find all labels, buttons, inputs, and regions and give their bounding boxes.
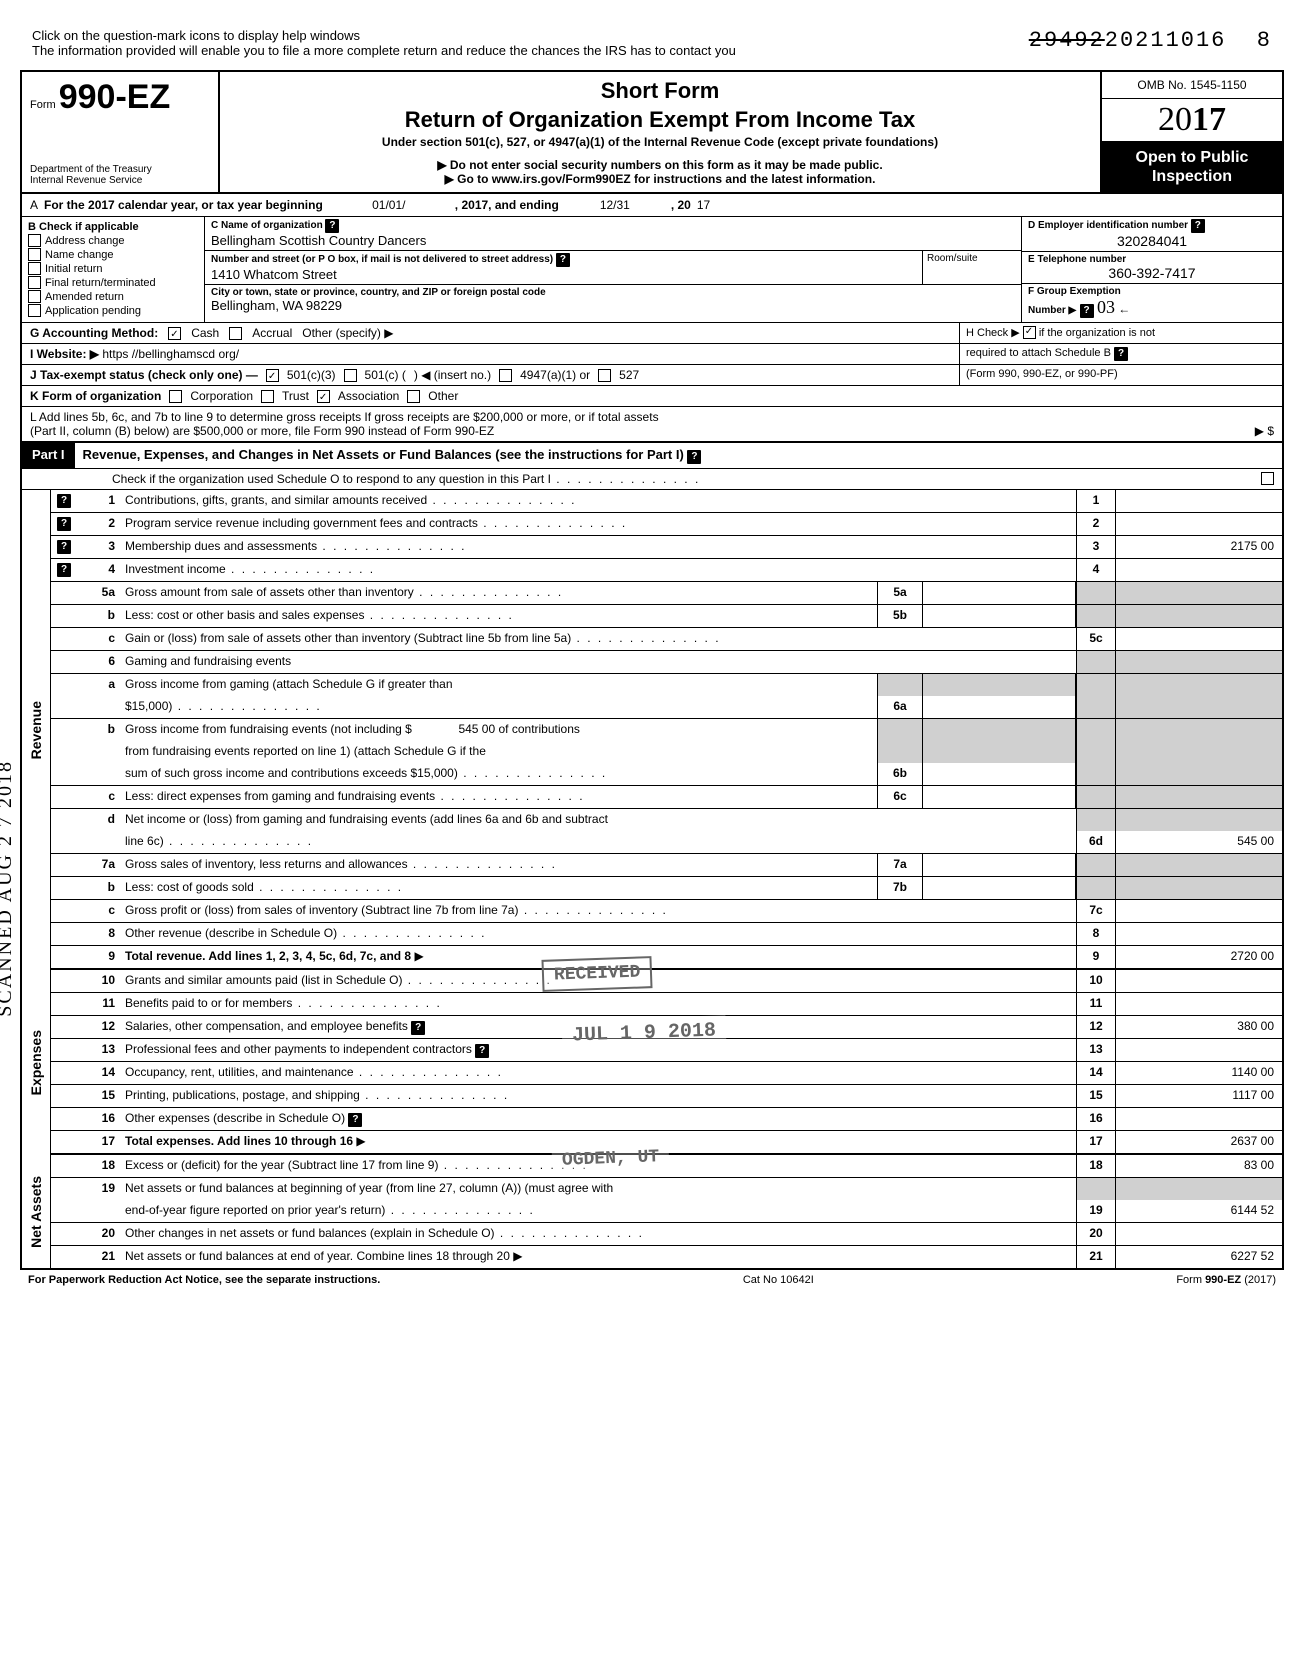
help-icon[interactable]: ?: [1191, 219, 1205, 233]
chk-application-pending[interactable]: [28, 304, 41, 317]
form-header: Form 990-EZ Department of the Treasury I…: [22, 72, 1282, 194]
open-public: Open to Public Inspection: [1102, 142, 1282, 192]
col-c-org-info: C Name of organization ? Bellingham Scot…: [205, 217, 1021, 322]
help-icon[interactable]: ?: [348, 1113, 362, 1127]
chk-schedule-o[interactable]: [1261, 472, 1274, 485]
received-stamp: RECEIVED: [541, 956, 652, 992]
group-exemption-hand: 03: [1097, 297, 1115, 317]
top-bar: Click on the question-mark icons to disp…: [20, 20, 1284, 66]
chk-501c3[interactable]: [266, 369, 279, 382]
line15-value: 1117 00: [1116, 1085, 1282, 1107]
line12-value: 380 00: [1116, 1016, 1282, 1038]
omb-number: OMB No. 1545-1150: [1102, 72, 1282, 99]
help-icon[interactable]: ?: [57, 517, 71, 531]
net-assets-section: Net Assets 18Excess or (deficit) for the…: [22, 1155, 1282, 1268]
dept-treasury: Department of the Treasury: [30, 164, 210, 175]
part-i-header: Part I Revenue, Expenses, and Changes in…: [22, 443, 1282, 469]
form-title: Return of Organization Exempt From Incom…: [230, 107, 1090, 133]
line18-value: 83 00: [1116, 1155, 1282, 1177]
under-section: Under section 501(c), 527, or 4947(a)(1)…: [230, 135, 1090, 149]
street-address: 1410 Whatcom Street: [211, 267, 916, 282]
line3-value: 2175 00: [1116, 536, 1282, 558]
chk-initial-return[interactable]: [28, 262, 41, 275]
revenue-section: Revenue ?1Contributions, gifts, grants, …: [22, 490, 1282, 970]
help-icon[interactable]: ?: [556, 253, 570, 267]
goto-url: ▶ Go to www.irs.gov/Form990EZ for instru…: [230, 172, 1090, 186]
row-k-org-form: K Form of organization Corporation Trust…: [22, 386, 1282, 407]
chk-527[interactable]: [598, 369, 611, 382]
form-number: Form 990-EZ: [30, 78, 210, 117]
line21-value: 6227 52: [1116, 1246, 1282, 1268]
chk-schedule-b[interactable]: [1023, 326, 1036, 339]
form-990ez: Form 990-EZ Department of the Treasury I…: [20, 70, 1284, 1270]
chk-other-org[interactable]: [407, 390, 420, 403]
chk-501c[interactable]: [344, 369, 357, 382]
chk-accrual[interactable]: [229, 327, 242, 340]
help-hint: Click on the question-mark icons to disp…: [32, 28, 736, 43]
help-icon[interactable]: ?: [57, 540, 71, 554]
chk-amended[interactable]: [28, 290, 41, 303]
line17-value: 2637 00: [1116, 1131, 1282, 1153]
line6d-value: 545 00: [1116, 831, 1282, 853]
help-icon[interactable]: ?: [1080, 304, 1094, 318]
row-l-gross-receipts: L Add lines 5b, 6c, and 7b to line 9 to …: [22, 407, 1282, 443]
row-h-schedule-b: H Check ▶ if the organization is not: [959, 323, 1282, 343]
help-icon[interactable]: ?: [325, 219, 339, 233]
section-identity: B Check if applicable Address change Nam…: [22, 217, 1282, 323]
line19-value: 6144 52: [1116, 1200, 1282, 1222]
room-suite: Room/suite: [922, 251, 1021, 284]
org-name: Bellingham Scottish Country Dancers: [211, 233, 1015, 248]
row-a-tax-year: A For the 2017 calendar year, or tax yea…: [22, 194, 1282, 217]
row-i-website: I Website: ▶ https //bellinghamscd org/: [22, 344, 959, 364]
scanned-stamp: SCANNED AUG 2 7 2018: [0, 760, 17, 1017]
col-b-checkboxes: B Check if applicable Address change Nam…: [22, 217, 205, 322]
help-icon[interactable]: ?: [475, 1044, 489, 1058]
city-state-zip: Bellingham, WA 98229: [211, 298, 1015, 313]
chk-association[interactable]: [317, 390, 330, 403]
jul-date-stamp: JUL 1 9 2018: [562, 1016, 727, 1053]
chk-trust[interactable]: [261, 390, 274, 403]
footer: For Paperwork Reduction Act Notice, see …: [20, 1270, 1284, 1290]
help-icon[interactable]: ?: [687, 450, 701, 464]
info-hint: The information provided will enable you…: [32, 43, 736, 58]
tax-year: 2017: [1102, 99, 1282, 142]
expenses-section: Expenses 10Grants and similar amounts pa…: [22, 970, 1282, 1155]
chk-cash[interactable]: [168, 327, 181, 340]
chk-address-change[interactable]: [28, 234, 41, 247]
chk-name-change[interactable]: [28, 248, 41, 261]
ein: 320284041: [1028, 233, 1276, 249]
line14-value: 1140 00: [1116, 1062, 1282, 1084]
help-icon[interactable]: ?: [57, 494, 71, 508]
ssn-warning: ▶ Do not enter social security numbers o…: [230, 158, 1090, 172]
chk-4947[interactable]: [499, 369, 512, 382]
short-form-label: Short Form: [230, 78, 1090, 104]
help-icon[interactable]: ?: [1114, 347, 1128, 361]
help-icon[interactable]: ?: [411, 1021, 425, 1035]
phone: 360-392-7417: [1028, 265, 1276, 281]
filing-stamp: 2949220211016 8: [1029, 28, 1272, 53]
col-def: D Employer identification number ? 32028…: [1021, 217, 1282, 322]
row-j-tax-status: J Tax-exempt status (check only one) — 5…: [22, 365, 959, 385]
chk-corporation[interactable]: [169, 390, 182, 403]
help-icon[interactable]: ?: [57, 563, 71, 577]
chk-final-return[interactable]: [28, 276, 41, 289]
dept-irs: Internal Revenue Service: [30, 175, 210, 186]
row-g-accounting: G Accounting Method: Cash Accrual Other …: [22, 323, 959, 343]
schedule-o-check: Check if the organization used Schedule …: [22, 469, 1282, 490]
ogden-stamp: OGDEN, UT: [552, 1143, 670, 1175]
line9-value: 2720 00: [1116, 946, 1282, 968]
